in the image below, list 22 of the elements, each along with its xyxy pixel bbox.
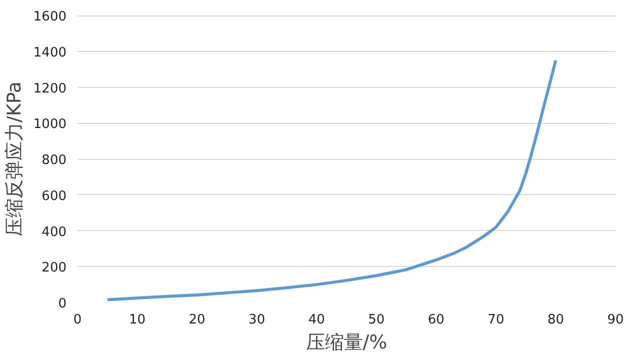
x-tick-label: 50 <box>368 312 385 328</box>
y-tick-label: 800 <box>42 153 67 168</box>
x-tick-label: 20 <box>188 312 206 328</box>
y-tick-label: 1400 <box>33 45 67 60</box>
y-tick-label: 0 <box>58 296 67 312</box>
y-tick-label: 400 <box>42 224 67 240</box>
x-tick-label: 30 <box>248 312 266 328</box>
y-tick-label: 1200 <box>33 81 67 96</box>
x-tick-label: 70 <box>488 312 504 328</box>
x-tick-label: 80 <box>547 312 564 328</box>
y-tick-label: 600 <box>42 188 67 204</box>
x-tick-label: 10 <box>129 312 146 328</box>
y-tick-label: 200 <box>42 260 67 276</box>
y-tick-label: 1000 <box>33 117 67 132</box>
y-tick-label: 1600 <box>33 10 67 24</box>
x-axis-title: 压缩量/% <box>306 332 388 354</box>
x-tick-label: 90 <box>607 312 624 328</box>
y-axis-title: 压缩反弹应力/KPa <box>3 81 26 237</box>
x-tick-label: 0 <box>73 312 82 328</box>
x-tick-label: 60 <box>428 312 444 328</box>
line-series <box>106 58 558 302</box>
x-tick-label: 40 <box>308 312 325 328</box>
